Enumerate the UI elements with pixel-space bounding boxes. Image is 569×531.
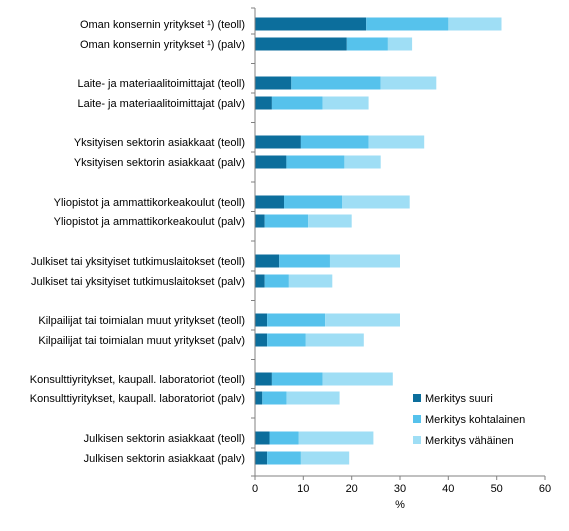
- category-label-16: Julkisen sektorin asiakkaat (palv): [84, 453, 245, 465]
- bars-layer: [255, 17, 502, 465]
- bar-segment-16-series-2: [267, 451, 301, 465]
- category-label-3: Laite- ja materiaalitoimittajat (teoll): [77, 78, 245, 90]
- legend-label-1: Merkitys suuri: [425, 393, 493, 405]
- bar-segment-9-series-2: [279, 254, 330, 268]
- x-tick-label-60: 60: [539, 483, 551, 495]
- legend-swatch-3: [413, 436, 421, 444]
- x-tick-label-40: 40: [442, 483, 454, 495]
- category-label-1: Oman konsernin yritykset ¹) (teoll): [80, 19, 245, 31]
- category-label-7: Yliopistot ja ammattikorkeakoulut (teoll…: [54, 197, 245, 209]
- bar-segment-4-series-2: [271, 96, 323, 110]
- bar-segment-16-series-1: [255, 451, 268, 465]
- category-label-5: Yksityisen sektorin asiakkaat (teoll): [74, 137, 245, 149]
- legend-label-2: Merkitys kohtalainen: [425, 414, 525, 426]
- bar-segment-8-series-1: [255, 214, 265, 228]
- bar-segment-2-series-2: [346, 37, 388, 51]
- bar-segment-10-series-1: [255, 274, 265, 288]
- bar-segment-15-series-2: [269, 431, 299, 445]
- bar-segment-1-series-3: [448, 17, 502, 31]
- legend: Merkitys suuri Merkitys kohtalainen Merkit…: [413, 393, 525, 447]
- bar-segment-2-series-3: [387, 37, 413, 51]
- x-tick-label-10: 10: [297, 483, 309, 495]
- bar-segment-10-series-2: [264, 274, 289, 288]
- bar-segment-9-series-3: [329, 254, 400, 268]
- bar-segment-8-series-2: [264, 214, 309, 228]
- bar-segment-6-series-1: [255, 155, 287, 169]
- x-tick-label-20: 20: [346, 483, 358, 495]
- category-label-11: Kilpailijat tai toimialan muut yritykset…: [38, 315, 245, 327]
- bar-segment-7-series-2: [284, 195, 342, 209]
- legend-swatch-2: [413, 415, 421, 423]
- bar-segment-5-series-2: [300, 135, 369, 149]
- bar-segment-3-series-3: [380, 76, 437, 90]
- category-label-13: Konsulttiyritykset, kaupall. laboratorio…: [30, 374, 245, 386]
- bar-segment-8-series-3: [308, 214, 352, 228]
- bar-segment-1-series-2: [366, 17, 449, 31]
- category-label-8: Yliopistot ja ammattikorkeakoulut (palv): [54, 216, 245, 228]
- bar-segment-13-series-1: [255, 372, 272, 386]
- bar-segment-3-series-1: [255, 76, 292, 90]
- bar-segment-11-series-2: [267, 313, 326, 327]
- x-tick-label-30: 30: [394, 483, 406, 495]
- bar-segment-15-series-1: [255, 431, 270, 445]
- bar-segment-4-series-3: [322, 96, 369, 110]
- bar-segment-14-series-1: [255, 391, 263, 405]
- bar-segment-15-series-3: [298, 431, 374, 445]
- category-label-6: Yksityisen sektorin asiakkaat (palv): [74, 157, 245, 169]
- bar-segment-7-series-1: [255, 195, 284, 209]
- x-axis-ticks: 0 10 20 30 40 50 60: [251, 7, 551, 495]
- bar-segment-16-series-3: [300, 451, 350, 465]
- bar-segment-11-series-3: [325, 313, 400, 327]
- legend-label-3: Merkitys vähäinen: [425, 435, 514, 447]
- x-tick-label-0: 0: [252, 483, 258, 495]
- bar-segment-6-series-3: [344, 155, 381, 169]
- legend-swatch-1: [413, 394, 421, 402]
- bar-segment-6-series-2: [286, 155, 345, 169]
- bar-segment-10-series-3: [288, 274, 333, 288]
- bar-segment-3-series-2: [291, 76, 381, 90]
- category-label-4: Laite- ja materiaalitoimittajat (palv): [77, 98, 245, 110]
- bar-segment-13-series-2: [271, 372, 323, 386]
- bar-segment-11-series-1: [255, 313, 268, 327]
- bar-segment-5-series-3: [368, 135, 425, 149]
- x-axis-label: %: [395, 499, 405, 511]
- x-tick-label-50: 50: [491, 483, 503, 495]
- bar-segment-2-series-1: [255, 37, 347, 51]
- category-label-9: Julkiset tai yksityiset tutkimuslaitokse…: [31, 256, 245, 268]
- category-label-15: Julkisen sektorin asiakkaat (teoll): [84, 433, 245, 445]
- bar-segment-5-series-1: [255, 135, 301, 149]
- bar-segment-14-series-2: [262, 391, 287, 405]
- bar-segment-12-series-2: [267, 333, 306, 347]
- bar-segment-4-series-1: [255, 96, 272, 110]
- bar-segment-13-series-3: [322, 372, 393, 386]
- bar-segment-9-series-1: [255, 254, 280, 268]
- category-label-10: Julkiset tai yksityiset tutkimuslaitokse…: [31, 276, 245, 288]
- bar-segment-12-series-3: [305, 333, 364, 347]
- bar-segment-7-series-3: [342, 195, 410, 209]
- bar-segment-14-series-3: [286, 391, 340, 405]
- bar-segment-1-series-1: [255, 17, 367, 31]
- category-label-2: Oman konsernin yritykset ¹) (palv): [80, 39, 245, 51]
- category-label-12: Kilpailijat tai toimialan muut yritykset…: [38, 335, 245, 347]
- category-labels: Oman konsernin yritykset ¹) (teoll) Oman …: [30, 19, 245, 465]
- bar-segment-12-series-1: [255, 333, 268, 347]
- category-label-14: Konsulttiyritykset, kaupall. laboratorio…: [30, 393, 245, 405]
